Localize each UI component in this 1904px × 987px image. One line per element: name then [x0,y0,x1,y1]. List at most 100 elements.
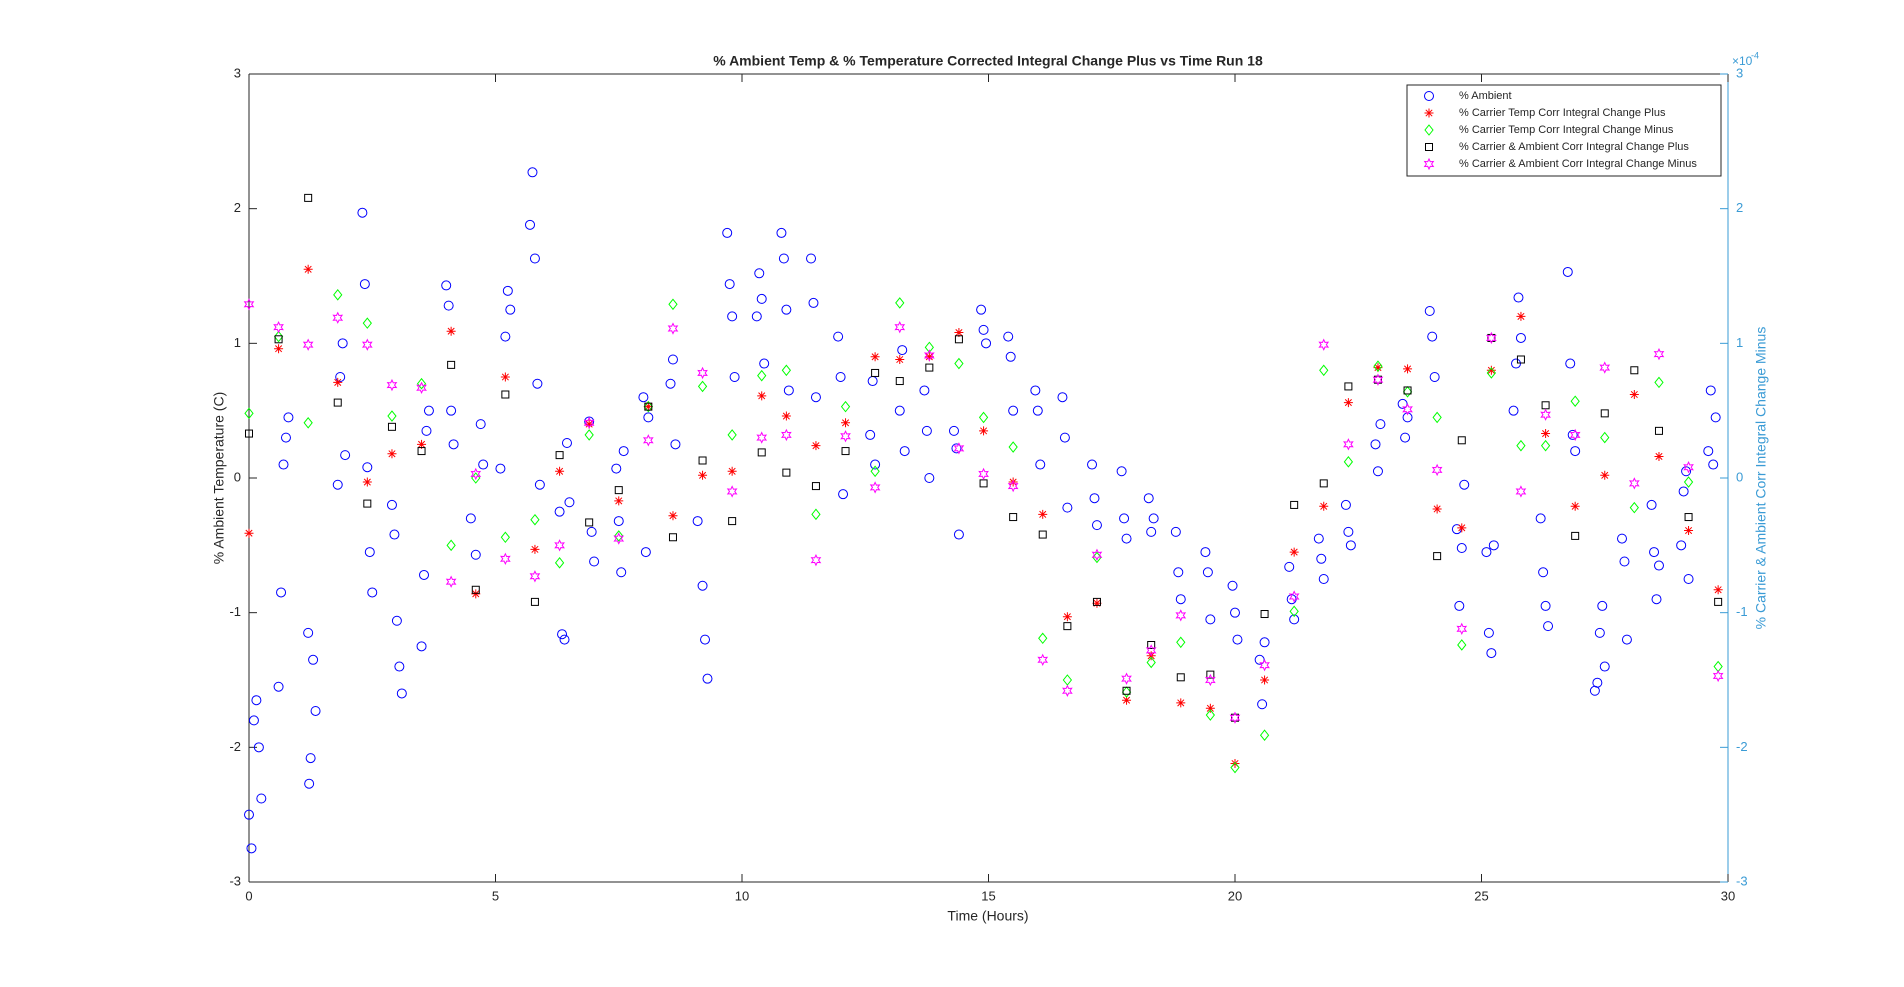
square-marker [728,517,737,526]
circle-marker [756,293,767,304]
asterisk-marker [924,352,934,362]
x-tick-label: 5 [492,888,499,903]
circle-marker [335,372,346,382]
asterisk-marker [1541,429,1551,439]
circle-marker [1372,466,1383,477]
legend-box [1406,84,1722,177]
asterisk-marker [1516,311,1526,321]
circle-marker [833,331,844,342]
circle-marker [525,219,536,230]
circle-marker [340,450,351,461]
circle-marker [1397,398,1408,409]
circle-marker [1059,432,1070,443]
circle-marker [611,463,622,474]
square-marker [1373,375,1382,384]
circle-marker [1538,567,1549,578]
series-group [244,167,1721,854]
hexagram-marker [1712,669,1724,683]
diamond-marker [954,357,964,370]
circle-marker [441,280,452,291]
circle-marker [1508,405,1519,416]
square-marker [614,486,623,495]
circle-marker [1456,543,1467,554]
hexagram-marker [810,553,822,567]
diamond-marker [924,341,934,354]
hexagram-marker [445,575,457,588]
legend-marker [1425,143,1433,151]
circle-marker [273,681,284,692]
asterisk-marker [1600,470,1610,480]
hexagram-marker [1540,408,1551,421]
asterisk-marker [954,328,964,338]
circle-marker [1562,266,1573,277]
diamond-marker [643,400,653,413]
square-marker [698,456,707,465]
y-tick-label: -3 [229,873,241,888]
circle-marker [280,432,291,443]
circle-marker [1148,513,1159,524]
circle-marker [870,459,881,470]
circle-marker [305,753,316,764]
asterisk-marker [1092,598,1102,608]
hexagram-marker [1343,438,1354,451]
diamond-marker [1373,360,1383,373]
circle-marker [1257,699,1268,710]
asterisk-marker [757,391,767,401]
circle-marker [1592,677,1603,688]
circle-marker [697,580,708,591]
diamond-marker [1121,686,1132,698]
y-axis-label: % Ambient Temperature (C) [211,392,227,564]
square-marker [387,422,396,431]
asterisk-marker [1457,523,1467,533]
legend-label: % Carrier Temp Corr Integral Change Plus [1459,107,1666,119]
diamond-marker [811,508,821,521]
series-group [243,298,1724,724]
circle-marker [448,439,459,450]
asterisk-marker [500,372,510,382]
diamond-marker [530,513,540,526]
square-marker [811,482,820,491]
y2-tick-label: 3 [1736,65,1743,80]
circle-marker [1259,637,1270,648]
legend-marker [1423,157,1435,171]
diamond-marker [1402,386,1413,398]
circle-marker [1705,385,1716,396]
diamond-marker [554,557,565,569]
asterisk-marker [1684,526,1694,536]
square-marker [1654,426,1663,435]
circle-marker [1170,526,1181,537]
square-marker [1206,670,1215,679]
square-marker [644,402,653,411]
circle-marker [1621,634,1632,645]
hexagram-marker [953,442,965,455]
circle-marker [759,358,770,369]
diamond-marker [614,530,624,542]
diamond-marker [1629,501,1639,514]
hexagram-marker [1259,659,1270,672]
square-marker [1063,622,1072,631]
circle-marker [1678,486,1689,497]
circle-marker [532,378,543,389]
circle-marker [776,227,787,238]
circle-marker [394,661,405,672]
circle-marker [702,673,713,684]
diamond-marker [1319,364,1329,377]
diamond-marker [1600,431,1610,444]
circle-marker [640,547,651,558]
asterisk-marker [387,449,397,459]
square-marker [925,363,934,372]
circle-marker [557,629,568,640]
circle-marker [589,556,600,567]
circle-marker [1345,540,1356,551]
asterisk-marker [1343,398,1353,408]
hexagram-marker [273,321,284,334]
circle-marker [364,547,375,558]
asterisk-marker [1260,675,1270,685]
x-tick-label: 15 [981,888,995,903]
hexagram-marker [726,485,738,498]
square-marker [530,597,539,606]
circle-marker [534,479,545,490]
hexagram-marker [1486,331,1497,345]
square-marker [1487,333,1496,342]
circle-marker [1340,499,1351,510]
